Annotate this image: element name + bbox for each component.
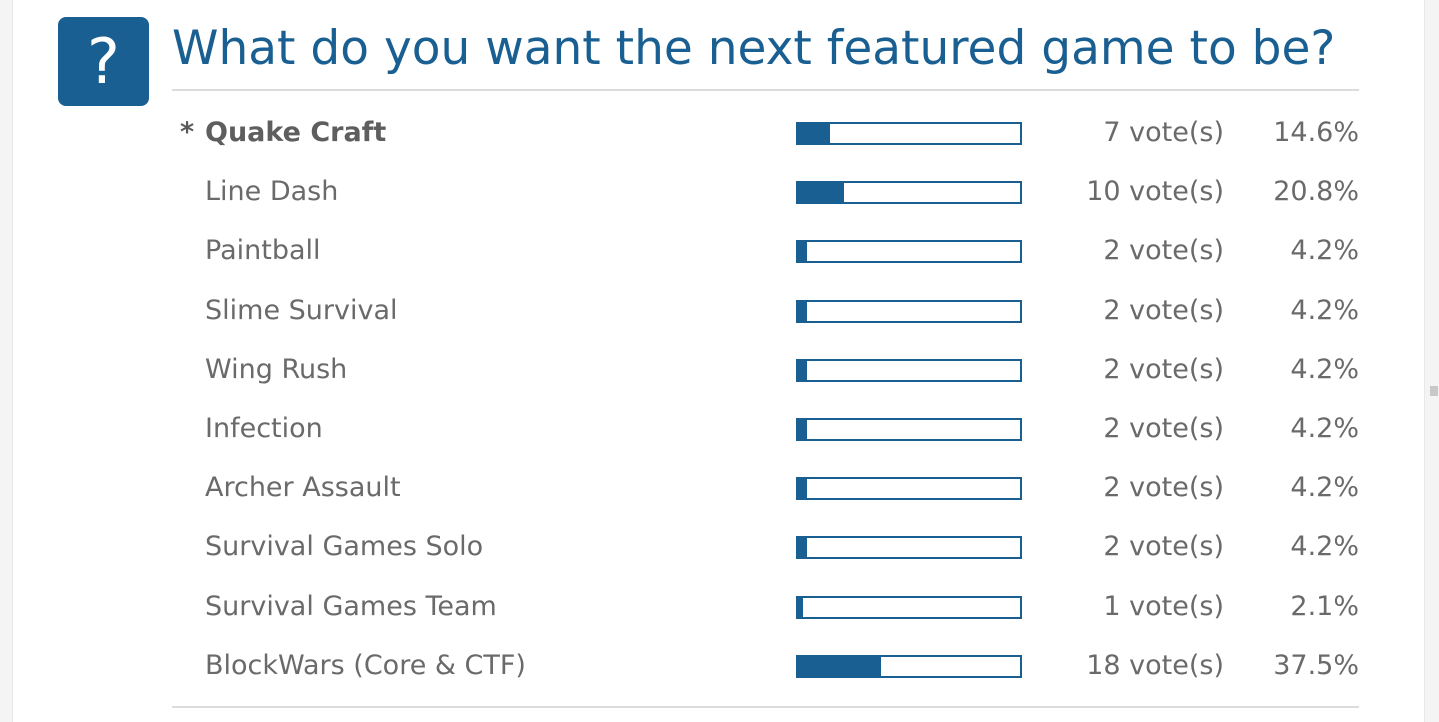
option-label: Survival Games Solo [205, 531, 484, 562]
vote-progress-bar [796, 536, 1022, 559]
vote-count: 1 vote(s) [1103, 591, 1224, 622]
option-label: Slime Survival [205, 295, 398, 326]
vote-count: 10 vote(s) [1086, 176, 1224, 207]
vote-count: 7 vote(s) [1103, 117, 1224, 148]
vote-percent: 4.2% [1290, 472, 1359, 503]
poll-option-row: Paintball 2 vote(s) 4.2% [172, 231, 1359, 271]
poll-option-row: Line Dash 10 vote(s) 20.8% [172, 172, 1359, 212]
vote-progress-fill [798, 242, 808, 261]
poll-option-row: Survival Games Solo 2 vote(s) 4.2% [172, 527, 1359, 567]
vote-progress-fill [798, 420, 808, 439]
poll-panel [12, 0, 1425, 722]
vote-progress-bar [796, 181, 1022, 204]
vote-progress-bar [796, 359, 1022, 382]
vote-progress-fill [798, 657, 882, 676]
vote-progress-bar [796, 418, 1022, 441]
vote-percent: 4.2% [1290, 295, 1359, 326]
option-label: Archer Assault [205, 472, 401, 503]
poll-option-row: BlockWars (Core & CTF) 18 vote(s) 37.5% [172, 646, 1359, 686]
vote-progress-bar [796, 240, 1022, 263]
option-label: Line Dash [205, 176, 339, 207]
vote-count: 2 vote(s) [1103, 472, 1224, 503]
divider [172, 706, 1359, 708]
option-label: Quake Craft [205, 117, 387, 148]
vote-percent: 4.2% [1290, 354, 1359, 385]
vote-progress-fill [798, 598, 803, 617]
vote-progress-bar [796, 596, 1022, 619]
vote-count: 2 vote(s) [1103, 354, 1224, 385]
vote-percent: 4.2% [1290, 413, 1359, 444]
vote-count: 2 vote(s) [1103, 295, 1224, 326]
poll-option-row: * Quake Craft 7 vote(s) 14.6% [172, 113, 1359, 153]
question-mark-icon: ? [58, 17, 149, 106]
poll-option-row: Wing Rush 2 vote(s) 4.2% [172, 350, 1359, 390]
option-label: Wing Rush [205, 354, 348, 385]
vote-percent: 2.1% [1290, 591, 1359, 622]
vote-count: 2 vote(s) [1103, 531, 1224, 562]
vote-progress-fill [798, 124, 831, 143]
option-label: Survival Games Team [205, 591, 497, 622]
scrollbar-thumb[interactable] [1430, 386, 1438, 396]
poll-option-row: Infection 2 vote(s) 4.2% [172, 409, 1359, 449]
option-label: Paintball [205, 235, 321, 266]
option-label: Infection [205, 413, 323, 444]
vote-count: 18 vote(s) [1086, 650, 1224, 681]
vote-percent: 14.6% [1273, 117, 1359, 148]
poll-option-row: Slime Survival 2 vote(s) 4.2% [172, 291, 1359, 331]
vote-progress-fill [798, 479, 808, 498]
divider [172, 89, 1359, 91]
vote-progress-fill [798, 183, 845, 202]
voted-marker: * [180, 117, 195, 148]
vote-progress-bar [796, 122, 1022, 145]
vote-progress-fill [798, 302, 808, 321]
poll-title: What do you want the next featured game … [172, 21, 1336, 76]
poll-option-row: Survival Games Team 1 vote(s) 2.1% [172, 587, 1359, 627]
vote-percent: 20.8% [1273, 176, 1359, 207]
vote-percent: 4.2% [1290, 531, 1359, 562]
vote-count: 2 vote(s) [1103, 413, 1224, 444]
vote-progress-fill [798, 538, 808, 557]
poll-option-row: Archer Assault 2 vote(s) 4.2% [172, 468, 1359, 508]
option-label: BlockWars (Core & CTF) [205, 650, 526, 681]
vote-percent: 37.5% [1273, 650, 1359, 681]
vote-progress-bar [796, 655, 1022, 678]
vote-count: 2 vote(s) [1103, 235, 1224, 266]
vote-percent: 4.2% [1290, 235, 1359, 266]
vote-progress-bar [796, 477, 1022, 500]
vote-progress-bar [796, 300, 1022, 323]
vote-progress-fill [798, 361, 808, 380]
